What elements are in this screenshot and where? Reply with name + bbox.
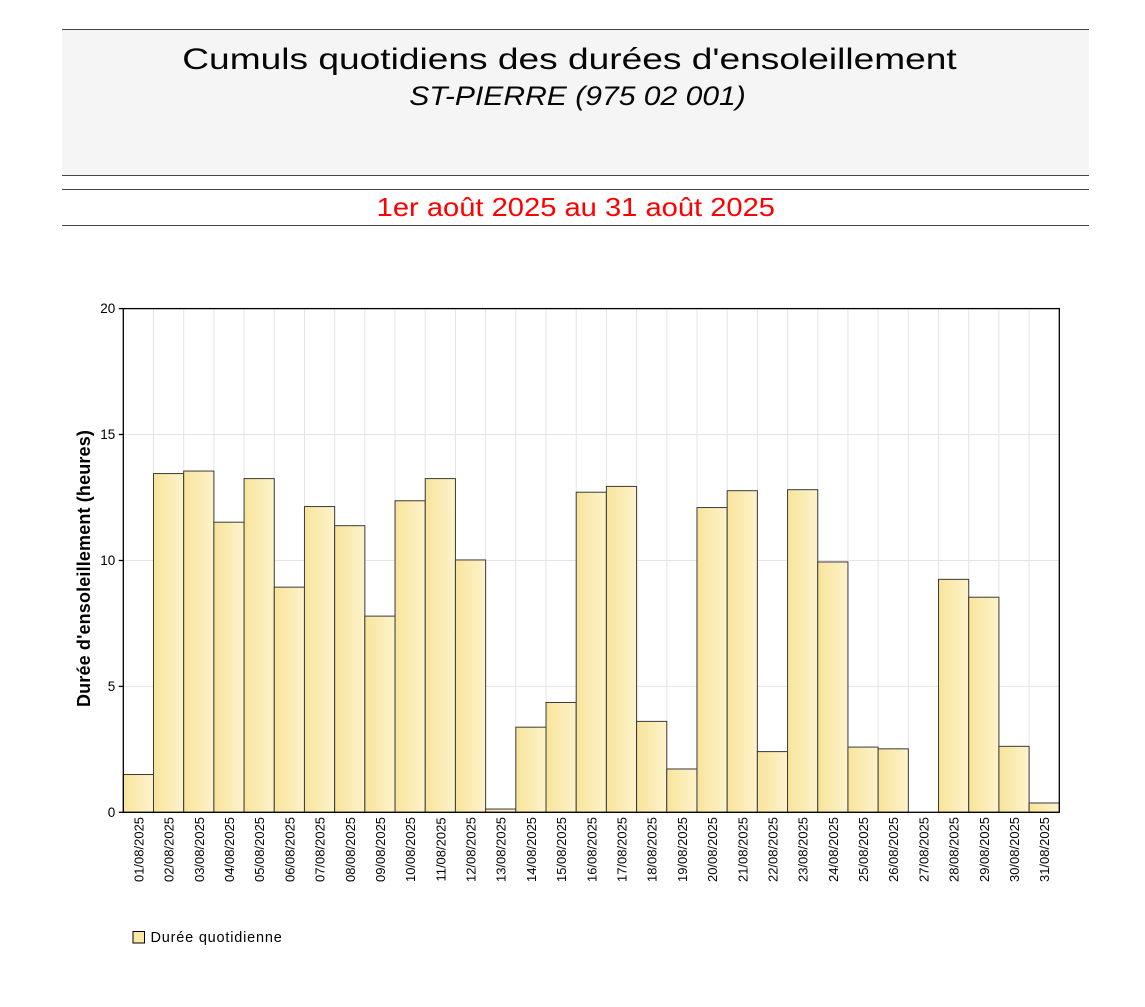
svg-text:08/08/2025: 08/08/2025 bbox=[343, 817, 358, 882]
svg-text:Durée quotidienne: Durée quotidienne bbox=[151, 930, 283, 946]
svg-text:10: 10 bbox=[100, 553, 115, 568]
svg-text:13/08/2025: 13/08/2025 bbox=[494, 817, 509, 882]
svg-text:29/08/2025: 29/08/2025 bbox=[977, 817, 992, 882]
svg-text:01/08/2025: 01/08/2025 bbox=[131, 817, 146, 882]
svg-text:28/08/2025: 28/08/2025 bbox=[947, 817, 962, 882]
svg-text:17/08/2025: 17/08/2025 bbox=[615, 817, 630, 882]
svg-text:26/08/2025: 26/08/2025 bbox=[886, 817, 901, 882]
svg-text:15/08/2025: 15/08/2025 bbox=[554, 817, 569, 882]
svg-text:20/08/2025: 20/08/2025 bbox=[705, 817, 720, 882]
svg-text:24/08/2025: 24/08/2025 bbox=[826, 817, 841, 882]
svg-text:Durée d'ensoleillement (heures: Durée d'ensoleillement (heures) bbox=[74, 430, 94, 707]
svg-text:02/08/2025: 02/08/2025 bbox=[162, 817, 177, 882]
svg-text:15: 15 bbox=[100, 427, 115, 442]
svg-text:19/08/2025: 19/08/2025 bbox=[675, 817, 690, 882]
svg-text:5: 5 bbox=[108, 679, 116, 694]
svg-text:12/08/2025: 12/08/2025 bbox=[464, 817, 479, 882]
svg-text:20: 20 bbox=[100, 301, 115, 316]
svg-text:31/08/2025: 31/08/2025 bbox=[1037, 817, 1052, 882]
svg-text:30/08/2025: 30/08/2025 bbox=[1007, 817, 1022, 882]
svg-text:16/08/2025: 16/08/2025 bbox=[584, 817, 599, 882]
svg-text:0: 0 bbox=[108, 805, 116, 820]
svg-text:14/08/2025: 14/08/2025 bbox=[524, 817, 539, 882]
svg-text:22/08/2025: 22/08/2025 bbox=[766, 817, 781, 882]
svg-text:06/08/2025: 06/08/2025 bbox=[282, 817, 297, 882]
svg-text:21/08/2025: 21/08/2025 bbox=[735, 817, 750, 882]
svg-text:27/08/2025: 27/08/2025 bbox=[916, 817, 931, 882]
svg-text:03/08/2025: 03/08/2025 bbox=[192, 817, 207, 882]
svg-text:23/08/2025: 23/08/2025 bbox=[796, 817, 811, 882]
svg-text:10/08/2025: 10/08/2025 bbox=[403, 817, 418, 882]
svg-text:09/08/2025: 09/08/2025 bbox=[373, 817, 388, 882]
svg-text:11/08/2025: 11/08/2025 bbox=[433, 817, 448, 881]
svg-text:05/08/2025: 05/08/2025 bbox=[252, 817, 267, 882]
svg-text:18/08/2025: 18/08/2025 bbox=[645, 817, 660, 882]
svg-text:04/08/2025: 04/08/2025 bbox=[222, 817, 237, 882]
svg-text:07/08/2025: 07/08/2025 bbox=[313, 817, 328, 882]
svg-text:25/08/2025: 25/08/2025 bbox=[856, 817, 871, 882]
